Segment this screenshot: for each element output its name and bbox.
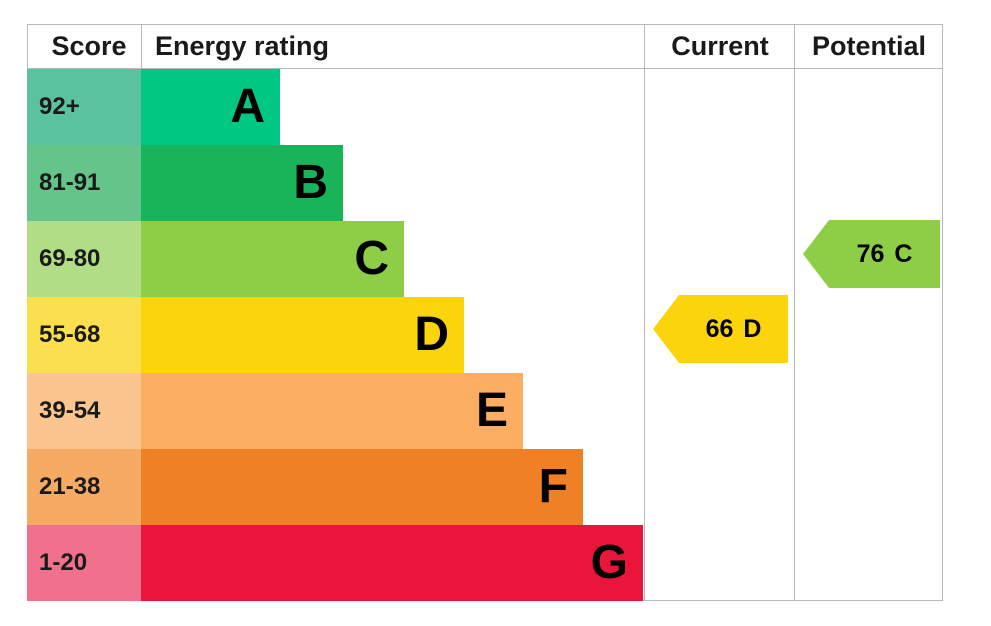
epc-chart: Score Energy rating Current Potential 92… xyxy=(27,24,943,601)
rating-band-bar: F xyxy=(141,449,583,525)
rating-row: 55-68 D xyxy=(27,297,943,373)
potential-rating-band: C xyxy=(894,240,913,268)
header-bottom-border xyxy=(27,68,943,69)
potential-column-divider xyxy=(794,24,795,601)
rating-band-letter: C xyxy=(354,232,389,285)
table-top-border xyxy=(27,24,943,25)
rating-band-bar: C xyxy=(141,221,404,297)
current-rating-band: D xyxy=(743,315,762,343)
rating-band-letter: E xyxy=(475,384,508,437)
rating-band-letter: B xyxy=(293,156,328,209)
rating-band-letter: F xyxy=(538,460,568,513)
rating-row: 39-54 E xyxy=(27,373,943,449)
rating-row: 92+ A xyxy=(27,69,943,145)
score-range-cell: 39-54 xyxy=(27,373,141,449)
score-range-cell: 55-68 xyxy=(27,297,141,373)
rating-band-letter: A xyxy=(230,80,265,133)
rating-band-letter: D xyxy=(414,308,449,361)
rating-row: 1-20 G xyxy=(27,525,943,601)
rating-row: 81-91 B xyxy=(27,145,943,221)
rating-band-letter: G xyxy=(590,536,628,589)
rating-row: 69-80 C xyxy=(27,221,943,297)
score-range-cell: 92+ xyxy=(27,69,141,145)
current-rating-arrow: 66 D xyxy=(653,295,788,363)
column-header-score: Score xyxy=(51,31,127,61)
potential-rating-score: 76 xyxy=(856,240,885,268)
current-rating-score: 66 xyxy=(705,315,734,343)
score-range-cell: 21-38 xyxy=(27,449,141,525)
column-header-potential: Potential xyxy=(811,31,926,61)
rating-band-bar: D xyxy=(141,297,464,373)
rating-band-bar: B xyxy=(141,145,343,221)
potential-rating-arrow: 76 C xyxy=(803,220,940,288)
score-range-cell: 81-91 xyxy=(27,145,141,221)
column-header-current: Current xyxy=(671,31,769,61)
rating-band-bar: G xyxy=(141,525,643,601)
current-column-divider xyxy=(644,24,645,601)
score-range-cell: 69-80 xyxy=(27,221,141,297)
rating-band-bar: E xyxy=(141,373,523,449)
table-right-border xyxy=(942,24,943,601)
rating-row: 21-38 F xyxy=(27,449,943,525)
rating-band-bar: A xyxy=(141,69,280,145)
column-header-energy-rating: Energy rating xyxy=(155,31,330,61)
score-range-cell: 1-20 xyxy=(27,525,141,601)
